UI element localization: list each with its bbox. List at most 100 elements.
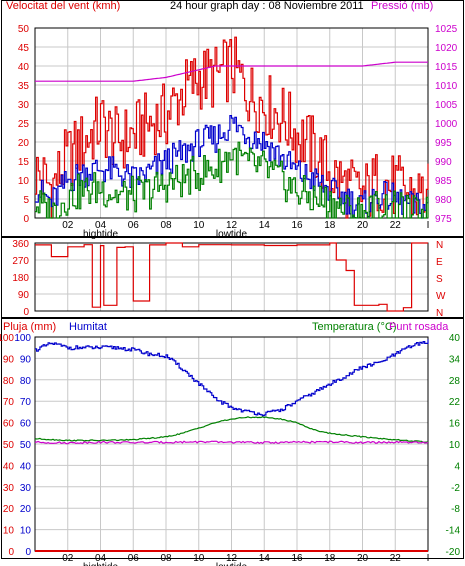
humidity-x-tick-label: 08 xyxy=(160,553,172,564)
rain-y-tick-label: 90 xyxy=(3,354,15,365)
temperature-y-tick-label: -14 xyxy=(446,526,461,537)
temperature-y-tick-label: 28 xyxy=(449,376,461,387)
wind-x-tick-label: 22 xyxy=(390,220,402,231)
wind-x-tick-label: 18 xyxy=(324,220,336,231)
rain-y-tick-label: 40 xyxy=(3,461,15,472)
direction-y-tick-label: 90 xyxy=(18,290,30,301)
humidity-x-tick-label: 10 xyxy=(193,553,205,564)
direction-y-tick-label: 0 xyxy=(23,307,29,318)
compass-label: N xyxy=(436,240,443,251)
rain-label: Pluja (mm) xyxy=(3,321,56,333)
pressure-y-tick-label: 1020 xyxy=(435,43,458,54)
wind-low-line xyxy=(35,141,429,219)
compass-label: S xyxy=(436,274,443,285)
temperature-y-tick-label: 16 xyxy=(449,419,461,430)
pressure-y-tick-label: 985 xyxy=(435,176,452,187)
humidity-x-tick-label: 20 xyxy=(357,553,369,564)
humidity-y-tick-label: 30 xyxy=(20,483,32,494)
wind-pressure-chart: 0510152025303540455097598098599099510001… xyxy=(18,24,458,240)
pressure-y-tick-label: 975 xyxy=(435,214,452,225)
wind-x-tick-label: 08 xyxy=(160,220,172,231)
temperature-y-tick-label: 40 xyxy=(449,333,461,344)
humidity-x-tick-label: 22 xyxy=(390,553,402,564)
compass-label: W xyxy=(436,291,446,302)
wind-x-tick-label: 10 xyxy=(193,220,205,231)
humidity-y-tick-label: 0 xyxy=(25,547,31,558)
bottom-panel-frame xyxy=(1,318,464,559)
wind-x-tick-label: 16 xyxy=(291,220,303,231)
humidity-y-tick-label: 90 xyxy=(20,354,32,365)
rain-y-tick-label: 60 xyxy=(3,419,15,430)
humidity-x-tick-label: 12 xyxy=(226,553,238,564)
wind-y-tick-label: 20 xyxy=(18,138,30,149)
wind-event-label: lowtide xyxy=(216,229,248,240)
pressure-y-tick-label: 1000 xyxy=(435,119,458,130)
rain-y-tick-label: 70 xyxy=(3,397,15,408)
wind-x-tick-label: 02 xyxy=(62,220,74,231)
humidity-y-tick-label: 70 xyxy=(20,397,32,408)
temperature-line xyxy=(34,416,429,443)
compass-label: N xyxy=(436,308,443,319)
humidity-y-tick-label: 20 xyxy=(20,504,32,515)
wind-y-tick-label: 5 xyxy=(23,195,29,206)
humidity-x-tick-label: 18 xyxy=(324,553,336,564)
wind-x-tick-label: 12 xyxy=(226,220,238,231)
temperature-y-tick-label: 4 xyxy=(454,461,460,472)
pressure-y-tick-label: 990 xyxy=(435,157,452,168)
pressure-line xyxy=(35,61,428,82)
humidity-y-tick-label: 100 xyxy=(14,333,31,344)
wind-y-tick-label: 25 xyxy=(18,119,30,130)
wind-event-label: hightide xyxy=(83,229,118,240)
pressure-y-tick-label: 1005 xyxy=(435,100,458,111)
humidity-x-tick-label: 06 xyxy=(128,553,140,564)
direction-panel-frame xyxy=(1,237,464,318)
wind-y-tick-label: 45 xyxy=(18,43,30,54)
pressure-y-tick-label: 1010 xyxy=(435,81,458,92)
temperature-y-tick-label: 22 xyxy=(449,397,461,408)
pressure-y-tick-label: 1025 xyxy=(435,24,458,35)
temperature-y-tick-label: -2 xyxy=(451,483,460,494)
humidity-x-tick-label: 02 xyxy=(62,553,74,564)
direction-plot-border xyxy=(34,242,429,312)
compass-label: E xyxy=(436,257,443,268)
direction-line xyxy=(35,242,428,312)
rain-y-tick-label: 30 xyxy=(3,483,15,494)
wind-y-tick-label: 10 xyxy=(18,176,30,187)
temperature-y-tick-label: -20 xyxy=(446,547,461,558)
wind-y-tick-label: 0 xyxy=(23,214,29,225)
rain-y-tick-label: 10 xyxy=(3,526,15,537)
rain-y-tick-label: 80 xyxy=(3,376,15,387)
humidity-x-tick-label: 04 xyxy=(95,553,107,564)
wind-x-tick-label: 06 xyxy=(128,220,140,231)
wind-x-tick-label: 04 xyxy=(95,220,107,231)
humidity-y-tick-label: 40 xyxy=(20,461,32,472)
wind-y-tick-label: 15 xyxy=(18,157,30,168)
wind-y-tick-label: 35 xyxy=(18,81,30,92)
rain-y-tick-label: 100 xyxy=(0,333,14,344)
wind-x-tick-label: I xyxy=(427,220,430,231)
graph-title: 24 hour graph day : 08 Noviembre 2011 xyxy=(170,0,364,12)
wind-y-tick-label: 40 xyxy=(18,62,30,73)
humidity-temperature-chart: 0 0 10 10 20 20 30 30 40 40 50 50 60 60 70 70 80 80 90 90 10… xyxy=(0,333,460,566)
dewpoint-line xyxy=(34,440,429,445)
humidity-line xyxy=(35,339,429,417)
humidity-x-tick-label: 16 xyxy=(291,553,303,564)
pressure-y-tick-label: 995 xyxy=(435,138,452,149)
humidity-y-tick-label: 60 xyxy=(20,419,32,430)
wind-x-tick-label: 20 xyxy=(357,220,369,231)
temperature-y-tick-label: 10 xyxy=(449,440,461,451)
humidity-y-tick-label: 80 xyxy=(20,376,32,387)
rain-y-tick-label: 50 xyxy=(3,440,15,451)
humidity-y-tick-label: 10 xyxy=(20,526,32,537)
wind-x-tick-label: 14 xyxy=(259,220,271,231)
wind-plot-border xyxy=(34,27,429,219)
humidity-event-label: hightide xyxy=(83,562,118,566)
direction-y-tick-label: 270 xyxy=(12,256,29,267)
temperature-label: Temperatura (°C) xyxy=(312,321,396,333)
wind-gust-line xyxy=(35,36,429,219)
wind-y-tick-label: 50 xyxy=(18,24,30,35)
humidity-x-tick-label: 14 xyxy=(259,553,271,564)
pressure-label: Pressió (mb) xyxy=(371,0,433,12)
